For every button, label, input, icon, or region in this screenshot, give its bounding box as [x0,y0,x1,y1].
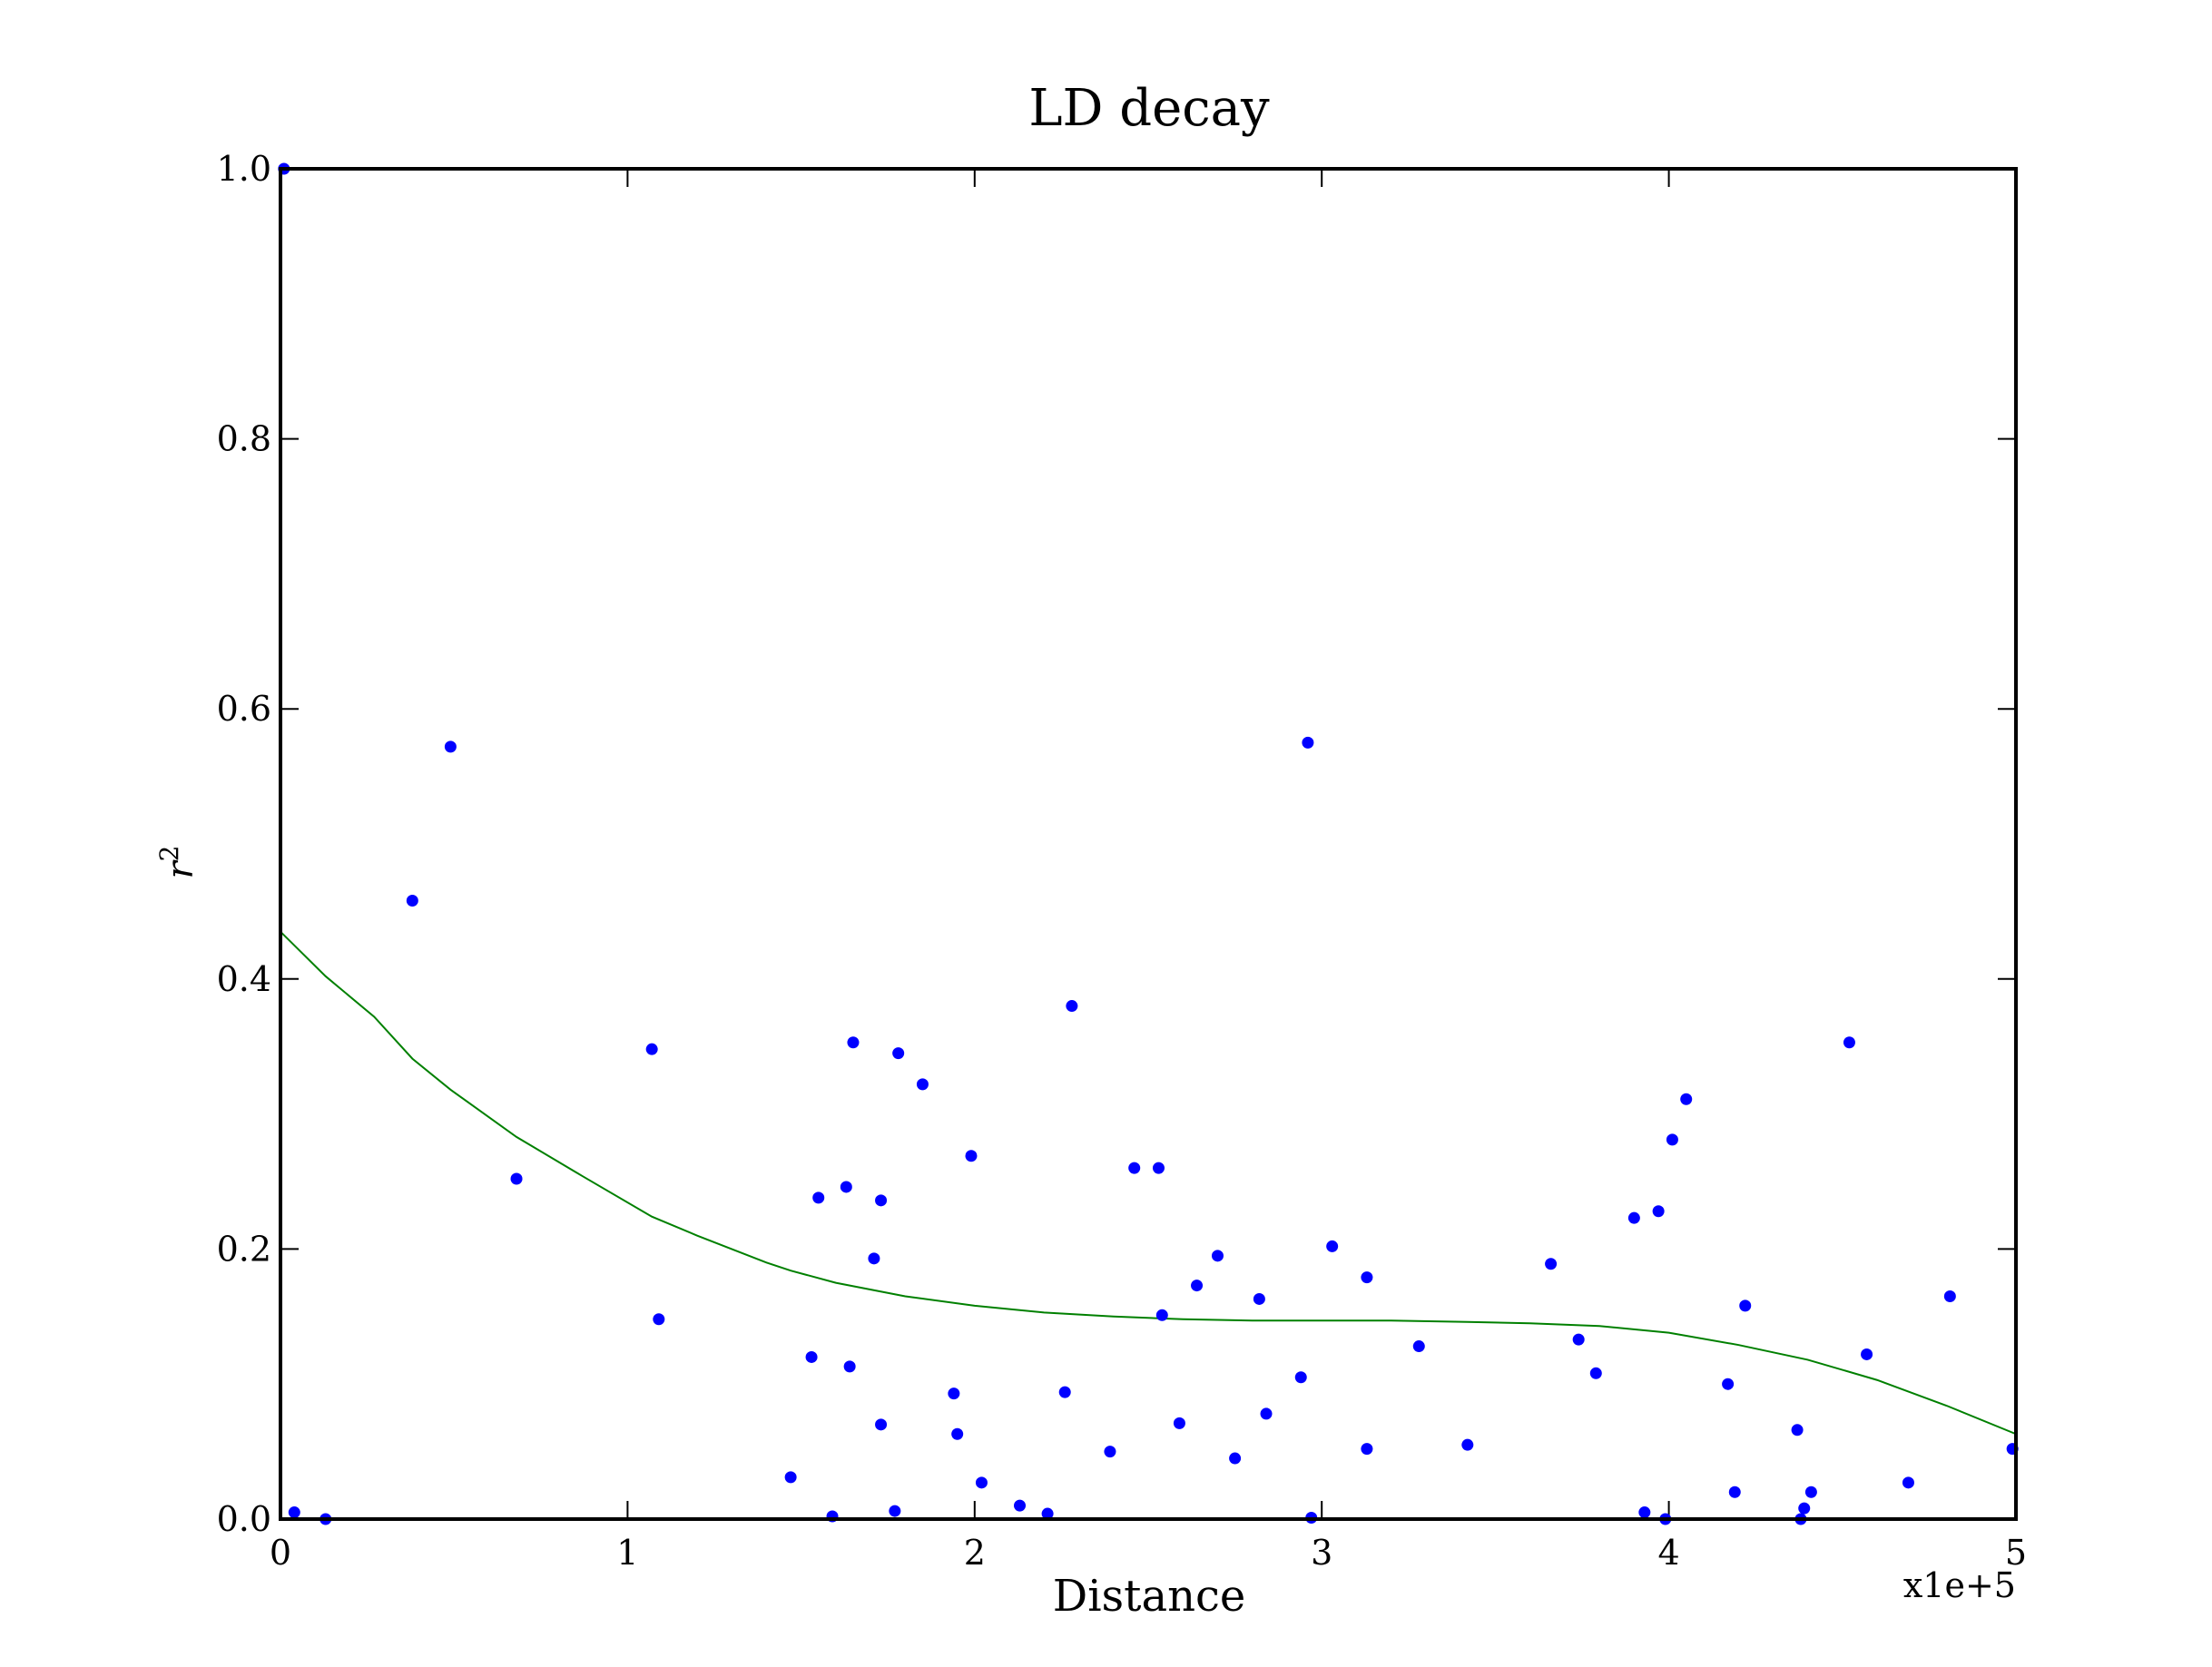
data-point [840,1181,852,1193]
data-point [1798,1502,1811,1515]
data-point [1861,1348,1873,1360]
y-tick-label: 0.0 [217,1499,271,1539]
x-tick-label: 5 [2005,1533,2027,1573]
data-point [843,1360,856,1373]
data-point [1302,736,1314,749]
data-point [1173,1417,1185,1429]
data-point [892,1047,905,1060]
data-point [1361,1443,1373,1456]
data-point [805,1350,818,1363]
x-axis-label: Distance [1053,1571,1246,1622]
data-point [889,1505,901,1517]
fit-curve-line [280,931,2017,1436]
data-point [653,1313,665,1326]
data-point [645,1043,658,1055]
data-point [444,740,457,753]
data-point [1260,1407,1273,1420]
x-tick-label: 4 [1658,1533,1680,1573]
data-point [1545,1258,1558,1270]
data-point [288,1506,300,1519]
data-point [1128,1162,1141,1174]
data-point [1843,1036,1855,1049]
y-axis-label-exponent: 2 [154,846,184,862]
data-point [1014,1499,1027,1512]
data-point [975,1476,988,1489]
data-point [1728,1486,1741,1498]
data-point [1326,1240,1339,1252]
axis-ticks [280,168,2017,1520]
y-tick-label: 0.6 [217,689,271,729]
data-point [1066,1000,1078,1013]
x-tick-label: 1 [616,1533,638,1573]
axis-tick-labels: 0 1 2 3 4 5 0.0 0.2 0.4 0.6 0.8 1.0 [217,149,2028,1573]
plot-frame [279,167,2018,1521]
data-point [406,894,418,907]
data-point [1461,1438,1474,1451]
data-point [1104,1446,1116,1458]
data-point [1294,1371,1307,1384]
data-point [1722,1378,1735,1390]
y-tick-label: 0.8 [217,419,271,459]
data-point [1589,1367,1602,1379]
data-point [875,1194,888,1207]
data-point [1041,1507,1054,1520]
x-axis-multiplier: x1e+5 [1903,1565,2016,1605]
data-point [1361,1271,1373,1284]
data-point [1791,1424,1804,1437]
scatter-points [278,162,2019,1525]
y-tick-label: 1.0 [217,149,271,189]
data-point [1680,1093,1693,1105]
data-point [1902,1476,1914,1489]
data-point [1627,1211,1640,1224]
data-point [784,1471,797,1484]
data-point [875,1418,888,1431]
y-axis-label: r2 [154,846,202,879]
x-tick-label: 0 [270,1533,291,1573]
data-point [1191,1280,1204,1292]
data-point [1253,1292,1265,1305]
data-point [510,1172,523,1185]
data-point [1666,1133,1678,1146]
data-point [847,1036,860,1049]
y-tick-label: 0.4 [217,959,271,999]
data-point [1804,1486,1817,1498]
y-axis-label-base: r [160,858,202,878]
x-tick-label: 3 [1311,1533,1332,1573]
y-tick-label: 0.2 [217,1229,271,1269]
data-point [1739,1299,1752,1312]
x-tick-label: 2 [964,1533,986,1573]
data-point [1572,1333,1585,1346]
data-point [1652,1205,1665,1218]
data-point [1412,1340,1425,1353]
data-point [812,1191,825,1204]
data-point [951,1427,964,1440]
data-point [1638,1506,1651,1519]
data-point [1211,1250,1224,1262]
data-point [1058,1386,1071,1398]
chart-title: LD decay [1028,79,1270,138]
data-point [1229,1452,1242,1465]
data-point [965,1150,978,1162]
data-point [1943,1289,1956,1302]
data-point [916,1078,929,1091]
data-point [868,1252,880,1265]
data-point [948,1388,960,1400]
data-point [1155,1309,1168,1321]
data-point [1152,1162,1165,1174]
